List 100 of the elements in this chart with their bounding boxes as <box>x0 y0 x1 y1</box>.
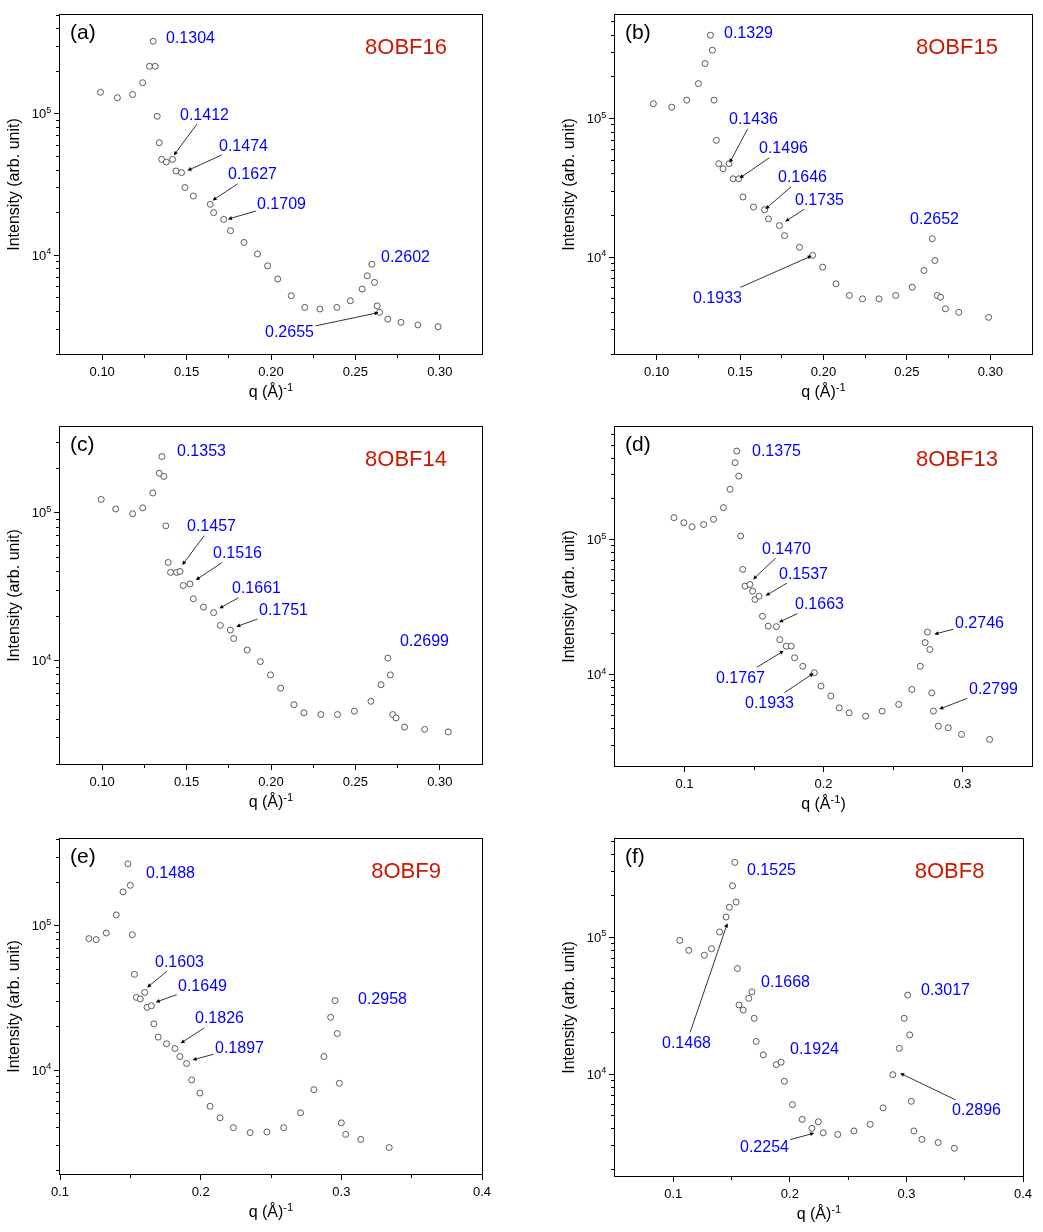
x-axis-title: q (Å)$^{-1}$ <box>801 380 846 401</box>
y-tick-label: 10$^{4}$ <box>586 248 607 265</box>
x-axis-title: q (Å)$^{-1}$ <box>248 790 294 811</box>
annotation: 0.1668 <box>761 973 811 990</box>
annotation: (c) <box>70 432 95 455</box>
x-tick-label: 0.15 <box>727 363 753 379</box>
annotation: 0.1496 <box>759 139 809 156</box>
annotation: 0.1924 <box>790 1040 840 1057</box>
y-tick-label: 10$^{5}$ <box>586 928 607 945</box>
annotation: 0.1537 <box>779 565 829 582</box>
annotation: 0.1457 <box>187 517 237 534</box>
y-tick-label: 10$^{4}$ <box>31 246 52 263</box>
x-tick-label: 0.15 <box>173 363 200 379</box>
annotation: 0.1304 <box>166 29 216 46</box>
x-axis-title: q (Å)$^{-1}$ <box>796 1202 842 1223</box>
annotation: 0.1516 <box>213 544 263 561</box>
x-tick-label: 0.10 <box>89 363 115 379</box>
x-tick-label: 0.4 <box>472 1183 492 1199</box>
annotation: 0.1826 <box>195 1009 245 1026</box>
x-tick-label: 0.15 <box>173 773 200 789</box>
x-tick-label: 0.10 <box>89 773 115 789</box>
x-tick-label: 0.3 <box>953 775 972 791</box>
annotation: (d) <box>625 432 651 455</box>
x-tick-label: 0.1 <box>675 775 694 791</box>
y-tick-label: 10$^{4}$ <box>586 665 607 683</box>
annotation: (f) <box>625 844 645 867</box>
x-tick-label: 0.1 <box>664 1185 683 1201</box>
annotation: 0.1525 <box>747 861 797 878</box>
x-tick-label: 0.30 <box>427 363 453 379</box>
annotation: 0.2655 <box>265 323 315 340</box>
annotation: 0.2896 <box>952 1101 1002 1118</box>
annotation: 0.1661 <box>232 579 282 596</box>
x-tick-label: 0.10 <box>644 363 670 379</box>
x-tick-label: 0.20 <box>258 773 284 789</box>
annotation: (a) <box>70 20 96 43</box>
x-tick-label: 0.25 <box>342 773 369 789</box>
x-tick-label: 0.2 <box>191 1183 210 1199</box>
annotation: 0.1412 <box>180 106 230 123</box>
annotation: 0.2799 <box>969 680 1019 697</box>
annotation: 0.1933 <box>693 289 743 306</box>
y-axis-title: Intensity (arb. unit) <box>559 118 577 251</box>
x-tick-label: 0.25 <box>894 363 920 379</box>
text: 8OBF8 <box>914 857 985 883</box>
x-tick-label: 0.3 <box>897 1185 916 1201</box>
annotation: 0.1933 <box>745 694 795 711</box>
annotation: 0.1649 <box>178 977 228 994</box>
annotation: 0.1646 <box>778 168 828 185</box>
text: 8OBF16 <box>365 34 448 60</box>
annotation: 0.2699 <box>400 632 450 649</box>
y-tick-label: 10$^{5}$ <box>31 503 52 521</box>
annotation: 0.1767 <box>716 669 766 686</box>
annotation: 0.1436 <box>729 110 779 127</box>
text: 8OBF14 <box>365 445 448 471</box>
annotation: 0.1897 <box>215 1039 265 1056</box>
x-axis-title: q (Å)$^{-1}$ <box>248 380 294 401</box>
y-tick-label: 10$^{4}$ <box>31 1061 52 1078</box>
y-axis-title: Intensity (arb. unit) <box>4 118 22 251</box>
x-tick-label: 0.2 <box>814 775 833 791</box>
x-tick-label: 0.2 <box>780 1185 799 1201</box>
x-axis-title: q (Å)$^{-1}$ <box>248 1200 294 1221</box>
y-tick-label: 10$^{5}$ <box>586 530 607 547</box>
annotation: 0.1468 <box>662 1034 712 1051</box>
annotation: 0.1470 <box>762 540 812 557</box>
x-tick-label: 0.1 <box>50 1183 70 1199</box>
annotation: 0.2746 <box>955 614 1005 631</box>
y-axis-title: Intensity (arb. unit) <box>559 941 577 1074</box>
x-tick-label: 0.25 <box>342 363 369 379</box>
annotation: 0.2958 <box>358 990 408 1007</box>
annotation: 0.1751 <box>259 601 309 618</box>
annotation: 0.1375 <box>752 442 802 459</box>
y-axis-title: Intensity (arb. unit) <box>559 530 577 663</box>
x-tick-label: 0.20 <box>258 363 284 379</box>
annotation: 0.1627 <box>228 165 278 182</box>
annotation: (b) <box>625 20 651 43</box>
annotation: 0.2652 <box>910 210 960 227</box>
annotation: (e) <box>70 844 96 867</box>
annotation: 0.1709 <box>257 195 307 212</box>
annotation: 0.1329 <box>724 24 774 41</box>
text: 8OBF9 <box>371 857 441 883</box>
x-tick-label: 0.3 <box>332 1183 351 1199</box>
annotation: 0.1603 <box>155 953 205 970</box>
annotation: 0.1488 <box>146 864 196 881</box>
y-tick-label: 10$^{4}$ <box>31 651 52 669</box>
annotation: 0.2254 <box>740 1138 790 1155</box>
annotation: 0.3017 <box>921 981 971 998</box>
y-tick-label: 10$^{5}$ <box>31 916 52 934</box>
x-tick-label: 0.30 <box>977 363 1003 379</box>
annotation: 0.1353 <box>177 442 227 459</box>
y-tick-label: 10$^{5}$ <box>586 109 607 127</box>
annotation: 0.1663 <box>795 595 845 612</box>
x-axis-title: q (Å$^{-1}$) <box>801 792 846 813</box>
x-tick-label: 0.30 <box>427 773 453 789</box>
annotation: 0.1735 <box>795 191 845 208</box>
y-tick-label: 10$^{5}$ <box>31 104 52 122</box>
y-tick-label: 10$^{4}$ <box>586 1065 607 1082</box>
y-axis-title: Intensity (arb. unit) <box>4 940 22 1073</box>
x-tick-label: 0.4 <box>1013 1185 1033 1201</box>
y-axis-title: Intensity (arb. unit) <box>4 529 22 662</box>
text: 8OBF13 <box>915 446 998 472</box>
annotation: 0.2602 <box>381 248 431 265</box>
